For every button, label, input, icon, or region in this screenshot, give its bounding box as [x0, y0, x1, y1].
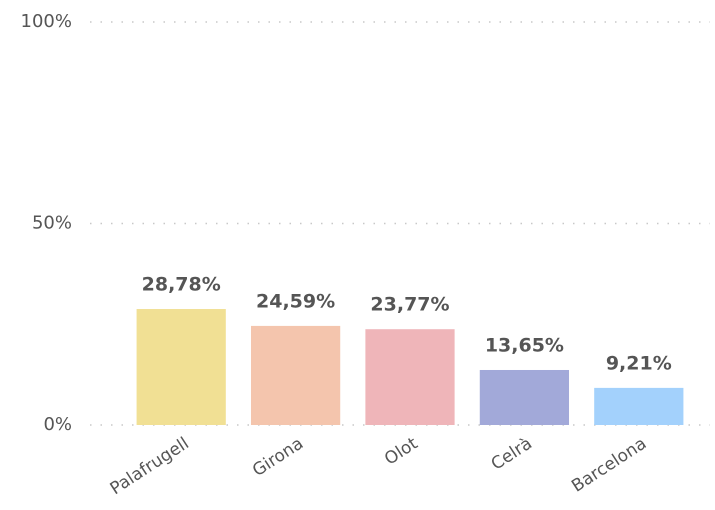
data-label: 9,21% [606, 352, 672, 374]
x-tick-label: Olot [381, 433, 422, 469]
bar [365, 329, 455, 425]
x-tick-label: Girona [249, 434, 307, 481]
data-label: 28,78% [142, 274, 221, 296]
data-label: 23,77% [370, 294, 449, 316]
data-label: 24,59% [256, 290, 335, 312]
x-tick-label: Palafrugell [107, 434, 193, 500]
bar [479, 369, 570, 425]
bar [594, 387, 684, 425]
y-tick-label: 100% [21, 11, 72, 32]
data-label: 13,65% [485, 334, 564, 356]
bar [250, 325, 341, 425]
y-tick-label: 0% [43, 414, 72, 435]
bar [136, 309, 226, 425]
x-tick-label: Barcelona [568, 434, 650, 497]
y-tick-label: 50% [32, 213, 72, 234]
x-tick-label: Celrà [488, 434, 536, 475]
